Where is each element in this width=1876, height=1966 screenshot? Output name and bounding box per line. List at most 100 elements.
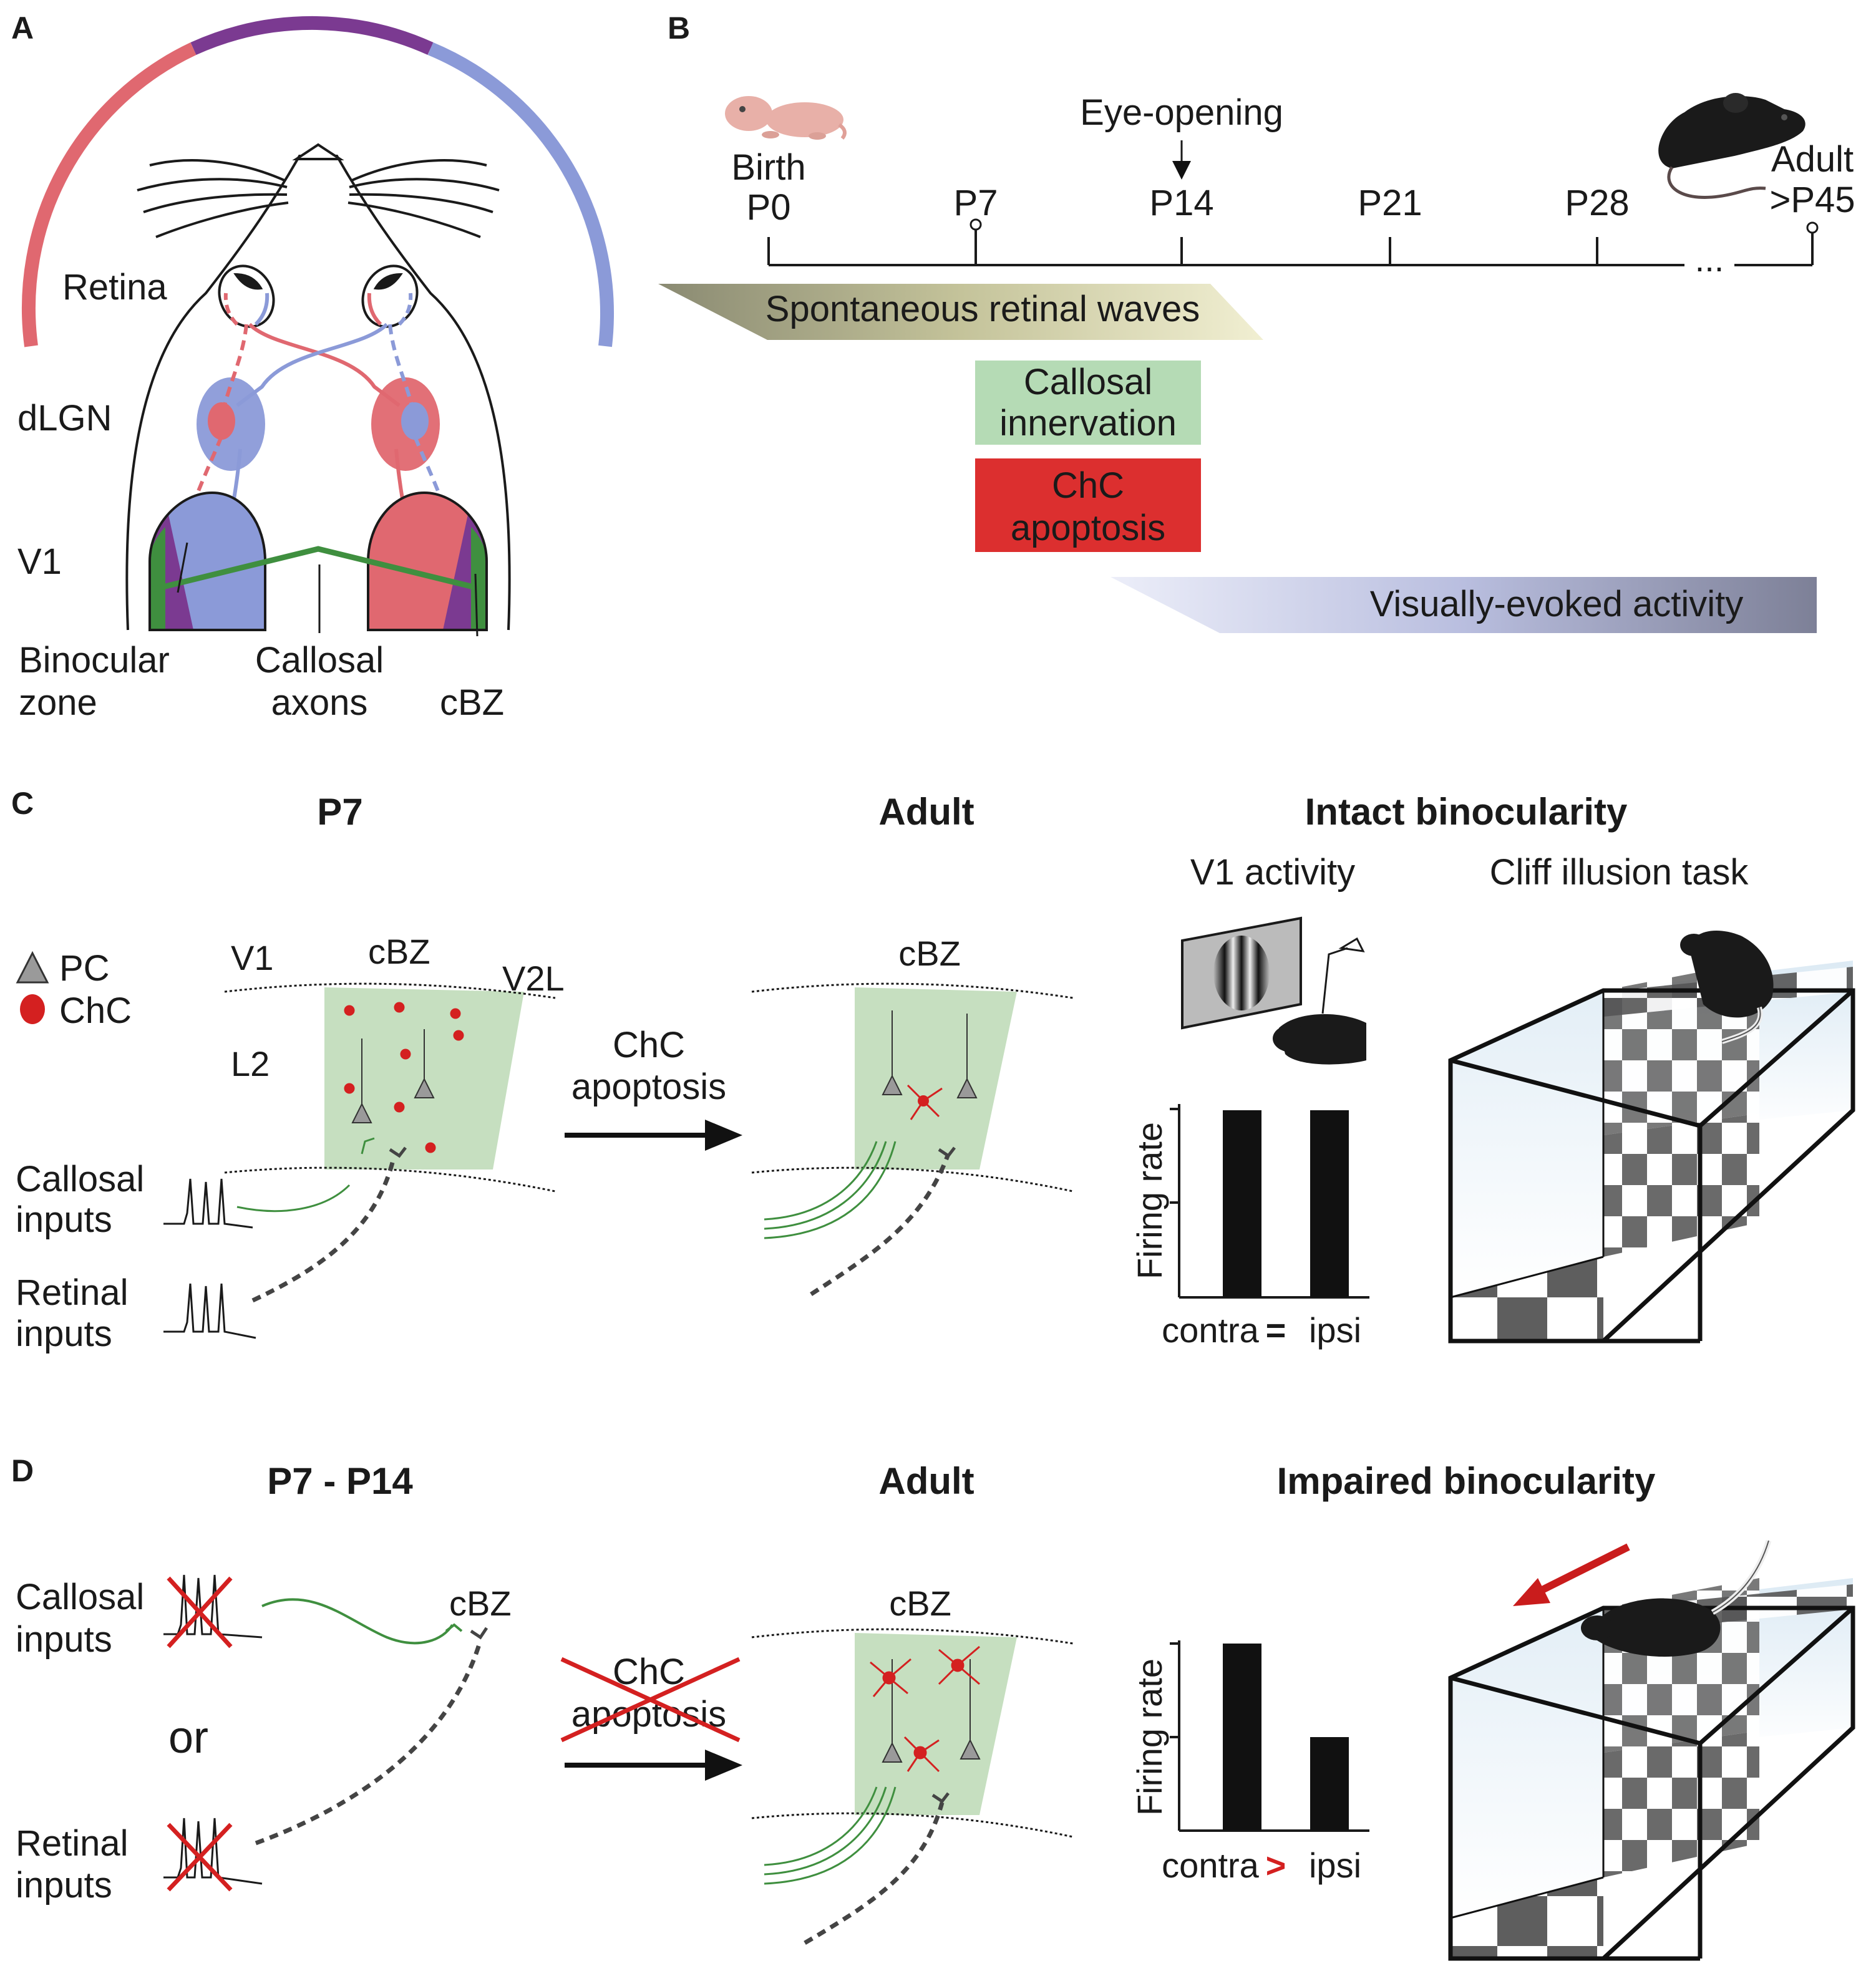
bar-c-ipsi bbox=[1310, 1110, 1349, 1297]
callosal-inputs-d-2: inputs bbox=[16, 1619, 112, 1660]
left-retina-ipsi-arc bbox=[254, 293, 270, 326]
grating-monitor-icon bbox=[1181, 916, 1302, 1030]
xlabel-d-sym: > bbox=[1266, 1846, 1286, 1885]
label-v2l: V2L bbox=[502, 959, 565, 998]
chc-legend-icon bbox=[20, 994, 45, 1024]
panel-letter-c: C bbox=[11, 786, 34, 821]
retinal-inputs-c-2: inputs bbox=[16, 1314, 112, 1354]
callosal-inputs-c-1: Callosal bbox=[16, 1159, 144, 1199]
mouse-on-glass-icon bbox=[1581, 1539, 1772, 1657]
timeline-ticks bbox=[767, 225, 1814, 265]
xlabel-d-contra: contra bbox=[1162, 1846, 1259, 1885]
label-birth: Birth bbox=[731, 147, 805, 188]
cliff-box-d bbox=[1448, 1578, 1855, 1961]
retinal-inputs-c-1: Retinal bbox=[16, 1272, 129, 1313]
mouse-pup-icon bbox=[725, 96, 847, 140]
contra-field-arc bbox=[22, 42, 197, 347]
recording-mouse-icon bbox=[1273, 937, 1366, 1065]
tick-label-p7: P7 bbox=[954, 183, 998, 223]
label-binocular-1: Binocular bbox=[19, 640, 170, 680]
tick-label-p0: P0 bbox=[747, 187, 791, 228]
left-retina-contra-arc bbox=[223, 293, 239, 326]
panel-letter-a: A bbox=[11, 11, 34, 46]
retinal-inputs-d-2: inputs bbox=[16, 1865, 112, 1905]
chc-apoptosis-label-2: apoptosis bbox=[1011, 508, 1165, 548]
retinal-spikes-c bbox=[163, 1283, 256, 1339]
legend-pc: PC bbox=[59, 948, 110, 989]
callosal-axon-c bbox=[236, 1184, 351, 1213]
left-dlgn-ipsi-patch bbox=[208, 402, 235, 440]
label-dlgn: dLGN bbox=[17, 398, 112, 438]
legend-chc: ChC bbox=[59, 990, 132, 1031]
title-p7-p14: P7 - P14 bbox=[267, 1460, 413, 1502]
label-cbz-p7: cBZ bbox=[368, 932, 430, 971]
bar-chart-d bbox=[1170, 1640, 1369, 1832]
subtitle-cliff: Cliff illusion task bbox=[1490, 852, 1749, 893]
mouse-head-icon bbox=[125, 143, 511, 631]
tick-adult-marker bbox=[1806, 221, 1819, 234]
arrow-label-c-2: apoptosis bbox=[571, 1067, 726, 1107]
retinal-waves-label: Spontaneous retinal waves bbox=[765, 289, 1200, 329]
visually-evoked-label: Visually-evoked activity bbox=[1370, 584, 1744, 624]
xlabel-c-ipsi: ipsi bbox=[1309, 1310, 1361, 1350]
label-cbz-adult-c: cBZ bbox=[898, 934, 961, 973]
xlabel-c-sym: = bbox=[1266, 1310, 1286, 1350]
p7-pyramidal-cells bbox=[351, 1029, 435, 1123]
right-retina-contra-arc bbox=[397, 293, 413, 326]
retinal-inputs-d-1: Retinal bbox=[16, 1823, 129, 1864]
mouse-on-platform-icon bbox=[1680, 930, 1774, 1044]
right-retina-ipsi-arc bbox=[367, 293, 382, 326]
panel-letter-d: D bbox=[11, 1453, 34, 1488]
adult-mouse-icon bbox=[1658, 93, 1806, 199]
tick-label-p14: P14 bbox=[1149, 183, 1213, 223]
escape-arrow-shaft bbox=[1527, 1543, 1630, 1600]
ylabel-d: Firing rate bbox=[1130, 1659, 1169, 1816]
panel-d: D P7 - P14 Adult Impaired binocularity C… bbox=[11, 1453, 1855, 1961]
label-l2: L2 bbox=[231, 1044, 270, 1083]
callosal-spikes-c bbox=[163, 1178, 253, 1229]
label-binocular-2: zone bbox=[19, 682, 97, 723]
callosal-innervation-label-2: innervation bbox=[999, 403, 1177, 443]
arrow-label-d-1: ChC bbox=[613, 1652, 685, 1692]
xlabel-d-ipsi: ipsi bbox=[1309, 1846, 1361, 1885]
panel-letter-b: B bbox=[668, 11, 690, 46]
retinal-spikes-d bbox=[163, 1818, 263, 1885]
label-v1-c: V1 bbox=[231, 938, 274, 977]
label-callosal-1: Callosal bbox=[255, 640, 384, 680]
p7-chc-cells bbox=[344, 1002, 464, 1153]
tick-label-p21: P21 bbox=[1358, 183, 1422, 223]
title-intact: Intact binocularity bbox=[1305, 791, 1628, 833]
v1-left bbox=[148, 491, 266, 631]
pc-legend-icon bbox=[16, 951, 49, 984]
retinal-waves-band bbox=[658, 284, 1263, 340]
arrow-d-head bbox=[705, 1750, 742, 1781]
chc-apoptosis-label-1: ChC bbox=[1052, 465, 1124, 506]
label-cbz: cBZ bbox=[440, 682, 504, 723]
label-adult: Adult bbox=[1771, 139, 1854, 180]
tick-label-p28: P28 bbox=[1565, 183, 1629, 223]
panel-b: B ... bbox=[658, 11, 1855, 633]
ipsi-field-arc bbox=[427, 42, 614, 347]
tick-p7-marker bbox=[970, 218, 982, 231]
callosal-inputs-c-2: inputs bbox=[16, 1199, 112, 1240]
crossing-contra-blue bbox=[236, 322, 389, 407]
label-eye-opening: Eye-opening bbox=[1080, 92, 1283, 133]
chc-apoptosis-box bbox=[975, 458, 1201, 552]
v1-right bbox=[367, 491, 488, 631]
callosal-axon-d bbox=[261, 1598, 454, 1645]
retinal-axon-d bbox=[255, 1640, 483, 1846]
crossing-contra-red bbox=[248, 322, 401, 407]
bar-chart-c bbox=[1170, 1104, 1369, 1299]
title-p7: P7 bbox=[317, 791, 362, 833]
title-adult-d: Adult bbox=[878, 1460, 974, 1502]
xlabel-c-contra: contra bbox=[1162, 1310, 1259, 1350]
subtitle-v1-activity: V1 activity bbox=[1190, 852, 1355, 893]
cliff-box-c bbox=[1448, 961, 1855, 1344]
title-impaired: Impaired binocularity bbox=[1277, 1460, 1656, 1502]
title-adult-c: Adult bbox=[878, 791, 974, 833]
label-v1: V1 bbox=[17, 541, 62, 582]
adult-cortex-d bbox=[751, 1628, 1074, 1945]
bar-d-ipsi bbox=[1310, 1737, 1349, 1831]
right-dlgn-ipsi-patch bbox=[401, 402, 429, 440]
